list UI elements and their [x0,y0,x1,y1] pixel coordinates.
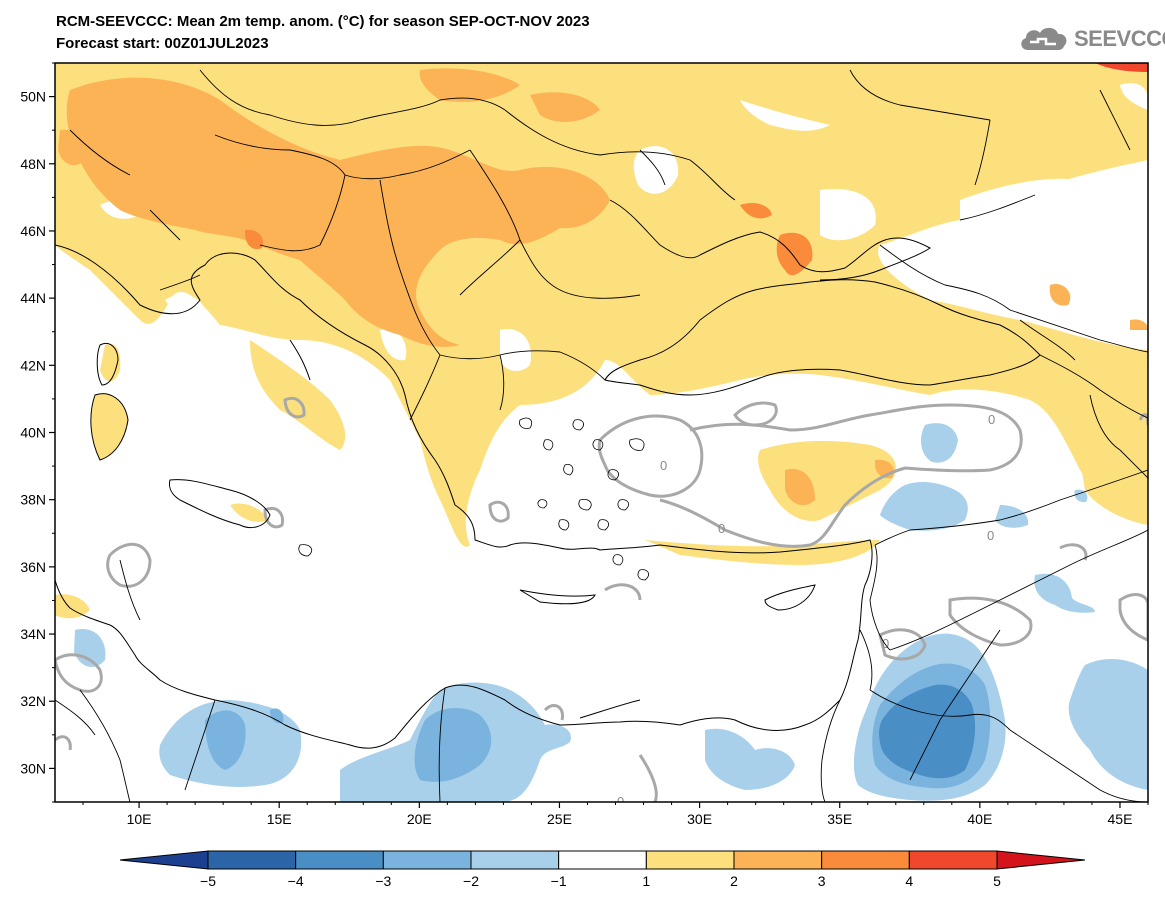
colorbar-label: 2 [730,873,738,889]
lat-tick-label: 46N [20,223,46,239]
colorbar-swatch [821,850,910,870]
anomaly-region-plus3 [244,203,813,276]
contour-label: 0 [718,521,725,536]
colorbar-max-arrow [996,850,1086,870]
map-axes: 10E 15E 20E 25E 30E 35E 40E 45E 30N 32N 34N 36N 38N 4… [20,62,1149,827]
colorbar-label: 4 [905,873,913,889]
lat-tick-label: 38N [20,492,46,508]
colorbar-label: −4 [288,873,304,889]
lon-tick-label: 30E [687,811,712,827]
lat-tick-label: 30N [20,760,46,776]
lat-tick-label: 42N [20,357,46,373]
colorbar-swatch [470,850,560,870]
logo-text: SEEVCCC [1074,26,1165,51]
map-title: RCM-SEEVCCC: Mean 2m temp. anom. (°C) fo… [56,13,590,30]
anomaly-region-plus4 [1095,63,1148,72]
lon-tick-label: 25E [547,811,572,827]
anomaly-region-plus2 [58,68,1148,506]
colorbar-label: −3 [375,873,391,889]
colorbar-min-arrow [119,850,209,870]
coastlines [55,231,1041,749]
lon-tick-label: 15E [267,811,292,827]
cloud-icon [1021,27,1067,50]
lat-tick-label: 44N [20,290,46,306]
seevccc-logo: SEEVCCC [1016,20,1165,60]
lon-tick-label: 35E [827,811,852,827]
colorbar-swatch [908,850,998,870]
colorbar-swatch [295,850,384,870]
lon-tick-label: 40E [967,811,992,827]
contour-label: 0 [660,458,667,473]
country-borders [55,69,1148,802]
aegean-islands [298,417,649,581]
colorbar-label: 5 [993,873,1001,889]
colorbar-label: 1 [642,873,650,889]
contour-labels: 0 0 0 0 0 0 [617,412,995,809]
colorbar-label: −2 [463,873,479,889]
lat-tick-label: 34N [20,626,46,642]
colorbar-label: −5 [200,873,216,889]
lon-tick-label: 10E [127,811,152,827]
colorbar-label: 3 [818,873,826,889]
lat-tick-label: 32N [20,693,46,709]
lon-tick-label: 20E [407,811,432,827]
colorbar-swatch [558,850,647,870]
colorbar-swatch [382,850,472,870]
contour-label: 0 [988,412,995,427]
anomaly-region-minus3 [879,684,976,779]
colorbar-swatch [645,850,735,870]
zero-contours [55,396,1148,802]
lat-tick-label: 36N [20,559,46,575]
lon-tick-label: 45E [1108,811,1133,827]
lat-tick-label: 50N [20,89,46,105]
colorbar-swatch [207,850,297,870]
contour-label: 0 [617,794,624,809]
colorbar-swatch [733,850,823,870]
contour-label: 0 [882,636,889,651]
contour-label: 0 [987,528,994,543]
forecast-start-label: Forecast start: 00Z01JUL2023 [56,35,269,52]
lat-tick-label: 40N [20,425,46,441]
colorbar-label: −1 [551,873,567,889]
lat-tick-label: 48N [20,156,46,172]
